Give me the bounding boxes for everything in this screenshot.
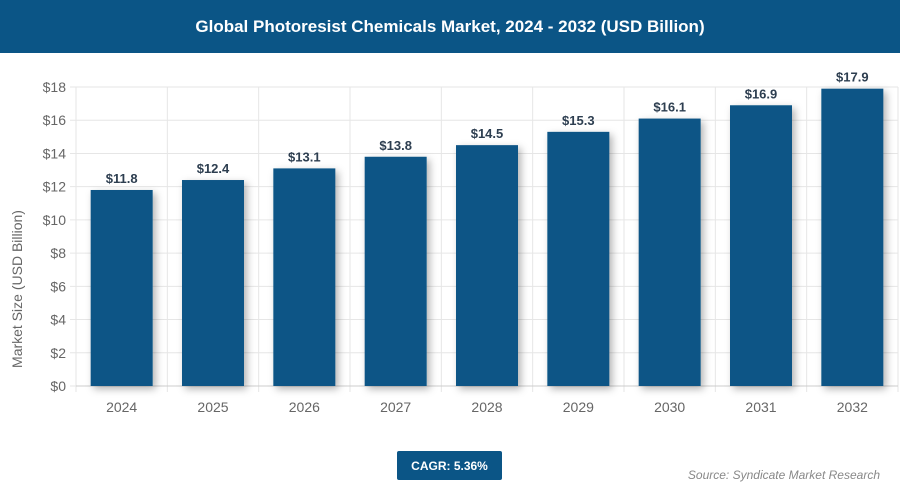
chart-title: Global Photoresist Chemicals Market, 202…	[0, 0, 900, 53]
bar	[273, 168, 336, 386]
x-tick-label: 2028	[471, 399, 502, 415]
x-tick-label: 2026	[289, 399, 320, 415]
y-tick-label: $6	[50, 278, 66, 294]
data-label: $17.9	[836, 70, 869, 85]
bar	[730, 105, 792, 386]
y-tick-label: $2	[50, 345, 66, 361]
x-tick-label: 2030	[654, 399, 685, 415]
x-tick-label: 2025	[197, 399, 228, 415]
x-tick-label: 2027	[380, 399, 411, 415]
bar	[90, 189, 153, 386]
data-label: $15.3	[562, 113, 595, 128]
y-tick-label: $16	[43, 112, 67, 128]
y-tick-label: $4	[50, 312, 66, 328]
data-label: $16.1	[653, 100, 686, 115]
x-tick-label: 2029	[563, 399, 594, 415]
data-label: $14.5	[471, 126, 504, 141]
cagr-badge: CAGR: 5.36%	[397, 451, 502, 480]
data-label: $11.8	[106, 171, 138, 186]
y-tick-label: $12	[43, 179, 67, 195]
bar	[364, 156, 427, 386]
y-axis-label: Market Size (USD Billion)	[9, 210, 25, 368]
data-label: $13.8	[379, 138, 412, 153]
x-tick-label: 2031	[745, 399, 776, 415]
data-label: $13.1	[288, 149, 321, 164]
y-tick-label: $14	[43, 145, 67, 161]
bar	[638, 118, 701, 387]
source-note: Source: Syndicate Market Research	[687, 468, 880, 482]
data-label: $16.9	[745, 86, 778, 101]
bar	[547, 131, 610, 386]
x-tick-label: 2024	[106, 399, 137, 415]
bar	[456, 145, 518, 386]
y-tick-label: $18	[43, 79, 67, 95]
x-tick-label: 2032	[837, 399, 868, 415]
bar	[821, 88, 884, 387]
y-tick-label: $8	[50, 245, 66, 261]
y-tick-label: $0	[50, 378, 66, 394]
data-label: $12.4	[197, 161, 230, 176]
bar-chart: $0 $2 $4 $6 $8 $10 $12 $14 $16 $18 $11.8 2024 $12.4 2…	[9, 70, 899, 415]
bar	[182, 180, 244, 386]
y-tick-label: $10	[43, 212, 67, 228]
